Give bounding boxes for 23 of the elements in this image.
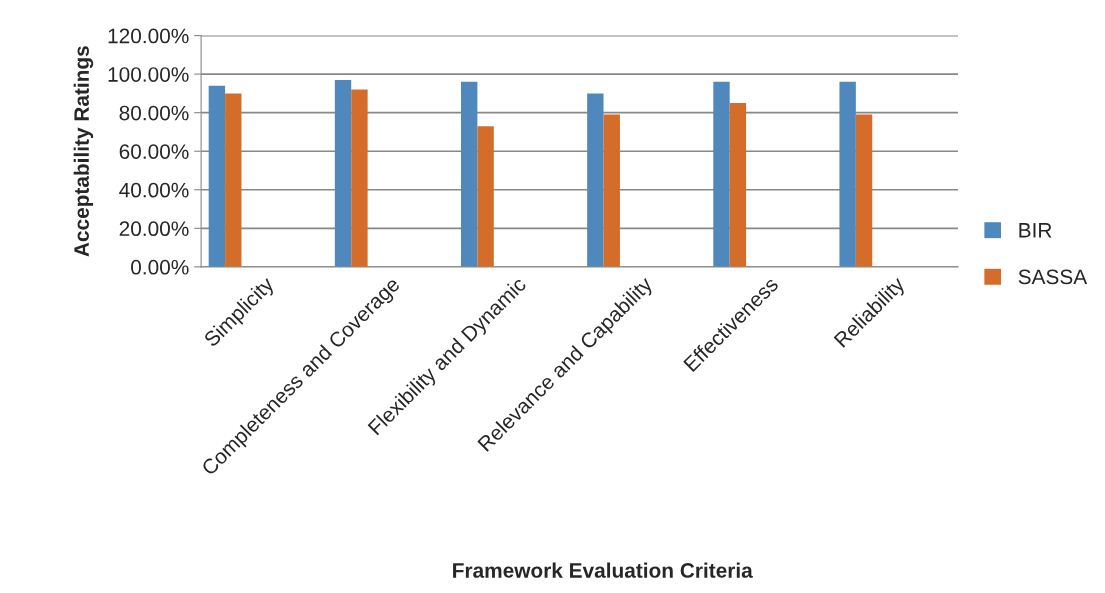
bar — [603, 114, 620, 267]
y-axis-title: Acceptability Ratings — [73, 46, 94, 257]
bar — [334, 79, 352, 267]
bar — [351, 89, 368, 267]
bar — [225, 93, 242, 267]
y-tick-label: 100.00% — [108, 67, 189, 82]
y-tick-label: 60.00% — [119, 144, 189, 159]
legend-label: BIR — [1019, 223, 1052, 238]
y-tick-label: 40.00% — [119, 182, 189, 198]
bar — [460, 81, 478, 267]
x-axis-title: Framework Evaluation Criteria — [453, 562, 753, 578]
bar — [208, 85, 226, 267]
y-tick-label: 20.00% — [119, 221, 189, 237]
bar — [477, 126, 494, 267]
bar — [729, 103, 747, 267]
bar — [587, 93, 604, 267]
bar — [713, 81, 730, 267]
y-tick-label: 0.00% — [131, 259, 189, 275]
bar — [839, 81, 856, 267]
y-tick-label: 120.00% — [108, 28, 189, 44]
y-tick-label: 80.00% — [119, 105, 189, 121]
legend-label: SASSA — [1018, 269, 1088, 285]
bar — [855, 114, 873, 267]
